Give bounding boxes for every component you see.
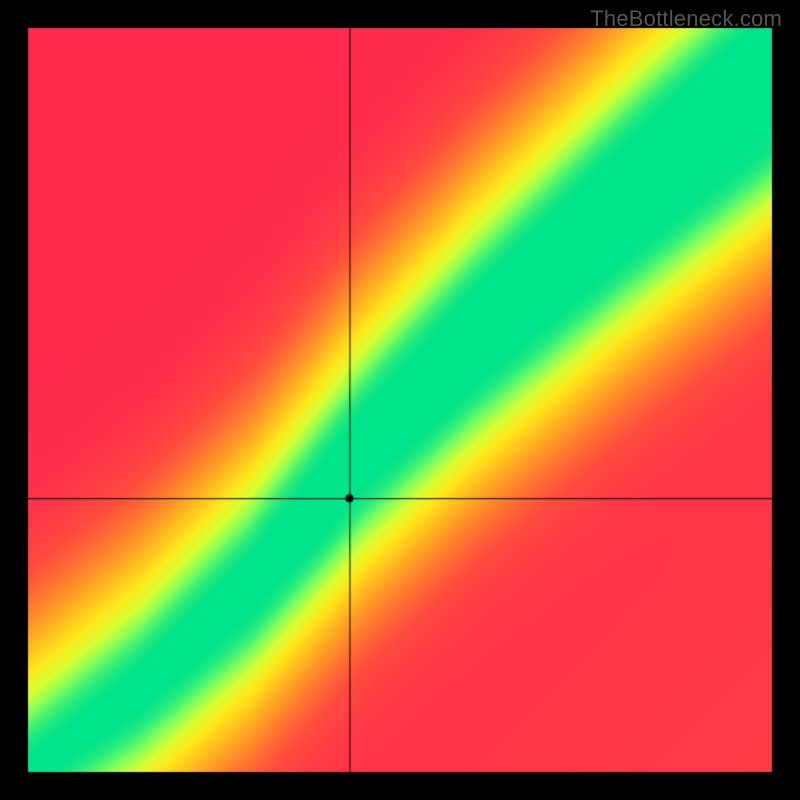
bottleneck-heatmap: [0, 0, 800, 800]
watermark-text: TheBottleneck.com: [590, 6, 782, 32]
chart-container: TheBottleneck.com: [0, 0, 800, 800]
